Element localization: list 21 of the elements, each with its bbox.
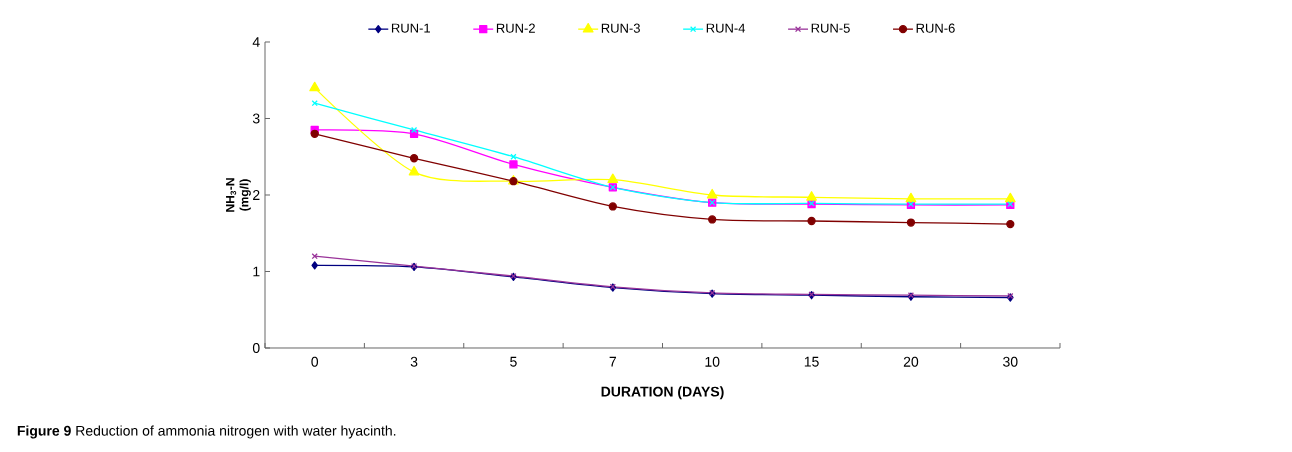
x-tick-label: 0: [311, 356, 319, 367]
y-tick-label: 0: [252, 343, 260, 353]
x-axis-title: DURATION (DAYS): [601, 386, 724, 400]
y-tick-label: 1: [253, 266, 260, 277]
legend-label: RUN-1: [391, 23, 430, 33]
x-tick-label: 15: [804, 356, 819, 367]
y-tick-label: 4: [252, 37, 260, 47]
x-tick-label: 5: [510, 356, 517, 367]
y-tick-label: 3: [252, 113, 260, 124]
x-tick-label: 30: [1003, 356, 1018, 367]
x-tick-label: 3: [410, 356, 418, 367]
legend-label: RUN-3: [601, 23, 640, 33]
legend-label: RUN-4: [706, 23, 746, 33]
y-tick-label: 2: [253, 190, 260, 200]
x-tick-label: 10: [705, 356, 720, 367]
legend-label: RUN-5: [811, 23, 850, 33]
legend-label: RUN-6: [916, 23, 955, 33]
x-tick-label: 7: [609, 356, 617, 367]
legend-label: RUN-2: [496, 23, 535, 33]
x-tick-label: 20: [903, 356, 919, 367]
text: Figure 9 Reduction of ammonia nitrogen with water hyacinth.: [17, 425, 396, 439]
